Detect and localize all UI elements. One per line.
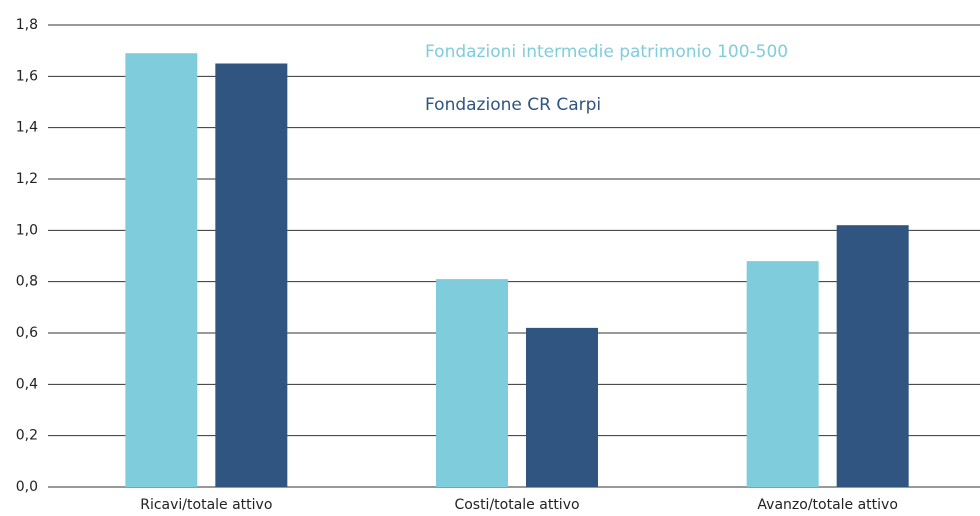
x-tick-label: Ricavi/totale attivo	[140, 497, 272, 513]
y-tick-label: 1,4	[16, 120, 38, 136]
y-tick-label: 1,2	[16, 171, 38, 187]
y-tick-label: 0,6	[16, 325, 38, 341]
y-tick-label: 0,2	[16, 428, 38, 444]
y-tick-label: 0,8	[16, 274, 38, 290]
bar	[836, 225, 909, 487]
x-tick-label: Costi/totale attivo	[454, 497, 579, 513]
bar	[125, 53, 198, 487]
bar	[526, 327, 598, 487]
y-tick-label: 1,6	[16, 68, 38, 84]
bar	[436, 279, 508, 487]
y-tick-label: 1,8	[16, 17, 38, 33]
y-tick-label: 0,4	[16, 376, 38, 392]
legend-label: Fondazione CR Carpi	[425, 95, 601, 115]
bar	[746, 261, 819, 487]
x-tick-label: Avanzo/totale attivo	[757, 497, 898, 513]
y-tick-label: 1,0	[16, 222, 38, 238]
y-tick-label: 0,0	[16, 479, 38, 495]
bar	[215, 63, 288, 487]
legend-label: Fondazioni intermedie patrimonio 100-500	[425, 42, 788, 62]
